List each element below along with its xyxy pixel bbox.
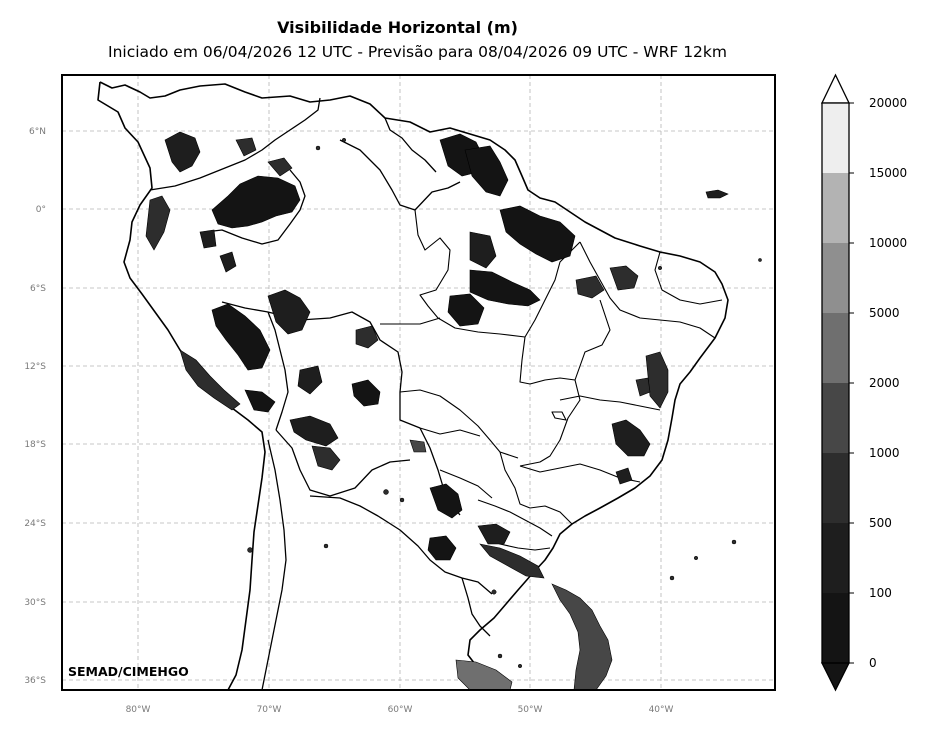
colorbar-tick-label: 0 <box>869 656 877 670</box>
lat-label: 0° <box>36 205 46 215</box>
visibility-field <box>145 131 729 690</box>
lat-label: 12°S <box>24 362 46 372</box>
colorbar-tick-label: 20000 <box>869 96 907 110</box>
chile-inner <box>261 439 287 690</box>
colorbar-segment <box>822 103 849 173</box>
national-borders <box>149 97 493 637</box>
longitude-labels: 80°W 70°W 60°W 50°W 40°W <box>126 705 674 715</box>
lat-label: 30°S <box>24 598 46 608</box>
map-frame <box>61 74 776 691</box>
colorbar-tick-label: 1000 <box>869 446 900 460</box>
lon-label: 50°W <box>518 705 543 715</box>
colorbar-segment <box>822 593 849 663</box>
colorbar-tick-label: 15000 <box>869 166 907 180</box>
lon-label: 60°W <box>388 705 413 715</box>
colorbar-tick-label: 500 <box>869 516 892 530</box>
lon-label: 70°W <box>257 705 282 715</box>
lon-label: 80°W <box>126 705 151 715</box>
colorbar-segment <box>822 243 849 313</box>
colorbar-tick-label: 5000 <box>869 306 900 320</box>
lat-label: 24°S <box>24 519 46 529</box>
lat-label: 6°S <box>30 284 46 294</box>
colorbar: 0 100 500 1000 2000 5000 10000 15000 20000 <box>820 73 907 692</box>
lon-label: 40°W <box>649 705 674 715</box>
colorbar-segment <box>822 313 849 383</box>
colorbar-segment <box>822 173 849 243</box>
colorbar-extend-bottom <box>820 662 851 692</box>
credit-label: SEMAD/CIMEHGO <box>68 664 189 679</box>
visibility-specks <box>247 137 762 669</box>
map-subtitle: Iniciado em 06/04/2026 12 UTC - Previsão… <box>108 43 727 61</box>
colorbar-extend-top <box>820 73 851 104</box>
map-title: Visibilidade Horizontal (m) <box>277 18 518 37</box>
colorbar-tick-label: 10000 <box>869 236 907 250</box>
lat-label: 18°S <box>24 440 46 450</box>
state-borders <box>380 209 723 551</box>
gridlines <box>62 75 775 690</box>
colorbar-segment <box>822 453 849 523</box>
lat-label: 6°N <box>29 127 46 137</box>
lat-label: 36°S <box>24 676 46 686</box>
colorbar-tick-label: 2000 <box>869 376 900 390</box>
colorbar-segment <box>822 383 849 453</box>
colorbar-segment <box>822 523 849 593</box>
colorbar-tick-label: 100 <box>869 586 892 600</box>
latitude-labels: 6°N 0° 6°S 12°S 18°S 24°S 30°S 36°S <box>24 127 46 686</box>
